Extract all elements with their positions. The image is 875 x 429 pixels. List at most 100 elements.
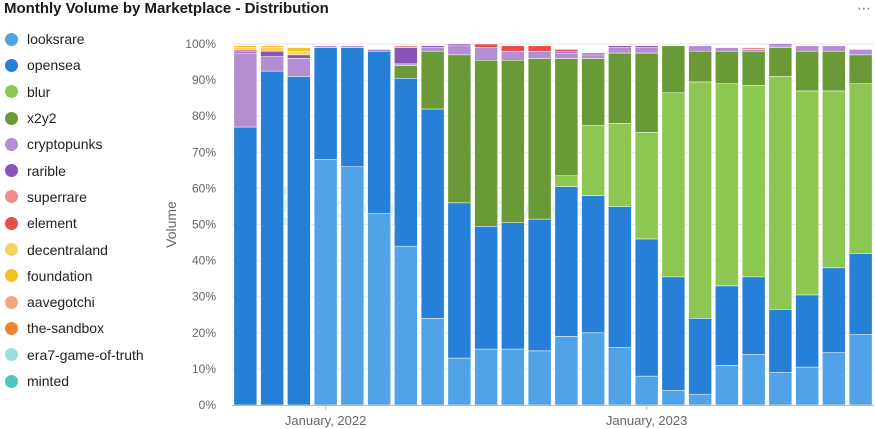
bar-segment-looksrare[interactable] [715, 365, 739, 406]
bar-segment-looksrare[interactable] [822, 352, 846, 406]
bar-segment-x2y2[interactable] [795, 50, 819, 92]
bar-segment-opensea[interactable] [367, 50, 391, 214]
bar-segment-blur[interactable] [768, 76, 793, 310]
bar-segment-cryptopunks[interactable] [367, 49, 391, 52]
legend-item-superrare[interactable]: superrare [0, 184, 170, 210]
bar-segment-looksrare[interactable] [394, 245, 418, 406]
bar-segment-rarible[interactable] [634, 45, 659, 48]
bar-segment-x2y2[interactable] [768, 47, 793, 77]
bar-stack[interactable] [260, 45, 284, 406]
bar-segment-opensea[interactable] [634, 238, 659, 377]
bar-segment-cryptopunks[interactable] [554, 52, 579, 59]
bar-segment-superrare[interactable] [394, 45, 418, 48]
bar-stack[interactable] [367, 49, 391, 406]
bar-stack[interactable] [822, 45, 846, 406]
bar-segment-cryptopunks[interactable] [340, 45, 365, 48]
bar-segment-looksrare[interactable] [313, 159, 338, 406]
bar-stack[interactable] [688, 45, 712, 406]
legend-item-decentraland[interactable]: decentraland [0, 236, 170, 262]
bar-segment-cryptopunks[interactable] [795, 45, 819, 52]
bar-stack[interactable] [608, 45, 632, 406]
bar-segment-blur[interactable] [741, 85, 766, 278]
bar-stack[interactable] [527, 45, 552, 406]
bar-segment-x2y2[interactable] [554, 58, 579, 177]
bar-segment-looksrare[interactable] [795, 366, 819, 406]
bar-segment-opensea[interactable] [848, 253, 873, 335]
bar-segment-opensea[interactable] [233, 126, 258, 406]
bar-segment-element[interactable] [474, 43, 498, 48]
bar-segment-x2y2[interactable] [527, 58, 552, 220]
bar-segment-opensea[interactable] [795, 294, 819, 368]
bar-stack[interactable] [715, 47, 739, 406]
bar-segment-x2y2[interactable] [608, 52, 632, 124]
bar-segment-looksrare[interactable] [447, 357, 472, 406]
bar-stack[interactable] [848, 49, 873, 406]
bar-segment-cryptopunks[interactable] [768, 45, 793, 48]
bar-segment-cryptopunks[interactable] [822, 45, 846, 52]
bar-stack[interactable] [287, 47, 311, 406]
bar-segment-opensea[interactable] [313, 47, 338, 160]
legend-item-aavegotchi[interactable]: aavegotchi [0, 289, 170, 315]
bar-segment-cryptopunks[interactable] [634, 47, 659, 54]
bar-segment-cryptopunks[interactable] [848, 49, 873, 56]
legend-item-cryptopunks[interactable]: cryptopunks [0, 131, 170, 157]
bar-segment-element[interactable] [527, 45, 552, 52]
bar-segment-opensea[interactable] [340, 47, 365, 167]
bar-stack[interactable] [661, 45, 686, 406]
bar-segment-rarible[interactable] [420, 45, 445, 48]
bar-segment-element[interactable] [554, 49, 579, 52]
bar-segment-looksrare[interactable] [741, 354, 766, 406]
bar-segment-looksrare[interactable] [608, 346, 632, 406]
bar-segment-opensea[interactable] [260, 70, 284, 406]
bar-segment-decentraland[interactable] [260, 47, 284, 52]
bar-segment-rarible[interactable] [233, 50, 258, 54]
legend-item-x2y2[interactable]: x2y2 [0, 105, 170, 131]
bar-segment-looksrare[interactable] [848, 334, 873, 406]
bar-stack[interactable] [447, 43, 472, 406]
bar-segment-opensea[interactable] [474, 226, 498, 350]
bar-segment-blur[interactable] [848, 83, 873, 254]
bar-segment-opensea[interactable] [394, 78, 418, 247]
legend-item-foundation[interactable]: foundation [0, 263, 170, 289]
bar-segment-looksrare[interactable] [661, 390, 686, 406]
bar-segment-superrare[interactable] [741, 47, 766, 50]
bar-segment-x2y2[interactable] [420, 50, 445, 110]
bar-segment-looksrare[interactable] [420, 318, 445, 406]
legend-item-era7-game-of-truth[interactable]: era7-game-of-truth [0, 342, 170, 368]
bar-segment-cryptopunks[interactable] [501, 50, 525, 61]
bar-stack[interactable] [501, 45, 525, 406]
bar-segment-rarible[interactable] [260, 50, 284, 57]
bar-segment-opensea[interactable] [768, 309, 793, 373]
bar-segment-rarible[interactable] [447, 43, 472, 47]
bar-segment-x2y2[interactable] [474, 59, 498, 227]
bar-segment-x2y2[interactable] [501, 59, 525, 223]
bar-segment-cryptopunks[interactable] [233, 52, 258, 128]
bar-segment-rarible[interactable] [554, 50, 579, 54]
bar-segment-x2y2[interactable] [394, 65, 418, 79]
bar-segment-opensea[interactable] [715, 285, 739, 366]
more-dots-icon[interactable]: ⋯ [857, 0, 871, 16]
bar-stack[interactable] [394, 45, 418, 406]
bar-segment-cryptopunks[interactable] [420, 47, 445, 52]
bar-stack[interactable] [474, 43, 498, 406]
bar-stack[interactable] [340, 45, 365, 406]
bar-segment-rarible[interactable] [581, 52, 605, 56]
bar-stack[interactable] [554, 49, 579, 406]
bar-segment-looksrare[interactable] [554, 336, 579, 406]
bar-segment-cryptopunks[interactable] [394, 63, 418, 66]
bar-segment-cryptopunks[interactable] [581, 54, 605, 59]
bar-segment-x2y2[interactable] [715, 50, 739, 84]
bar-segment-cryptopunks[interactable] [715, 47, 739, 52]
bar-segment-decentraland[interactable] [287, 50, 311, 56]
bar-segment-x2y2[interactable] [688, 50, 712, 83]
bar-segment-opensea[interactable] [741, 276, 766, 355]
legend-item-element[interactable]: element [0, 210, 170, 236]
bar-segment-rarible[interactable] [768, 43, 793, 47]
bar-segment-blur[interactable] [822, 90, 846, 269]
bar-segment-blur[interactable] [581, 124, 605, 196]
bar-stack[interactable] [634, 45, 659, 406]
bar-segment-blur[interactable] [795, 90, 819, 296]
bar-stack[interactable] [233, 45, 258, 406]
bar-stack[interactable] [581, 52, 605, 406]
bar-stack[interactable] [795, 45, 819, 406]
